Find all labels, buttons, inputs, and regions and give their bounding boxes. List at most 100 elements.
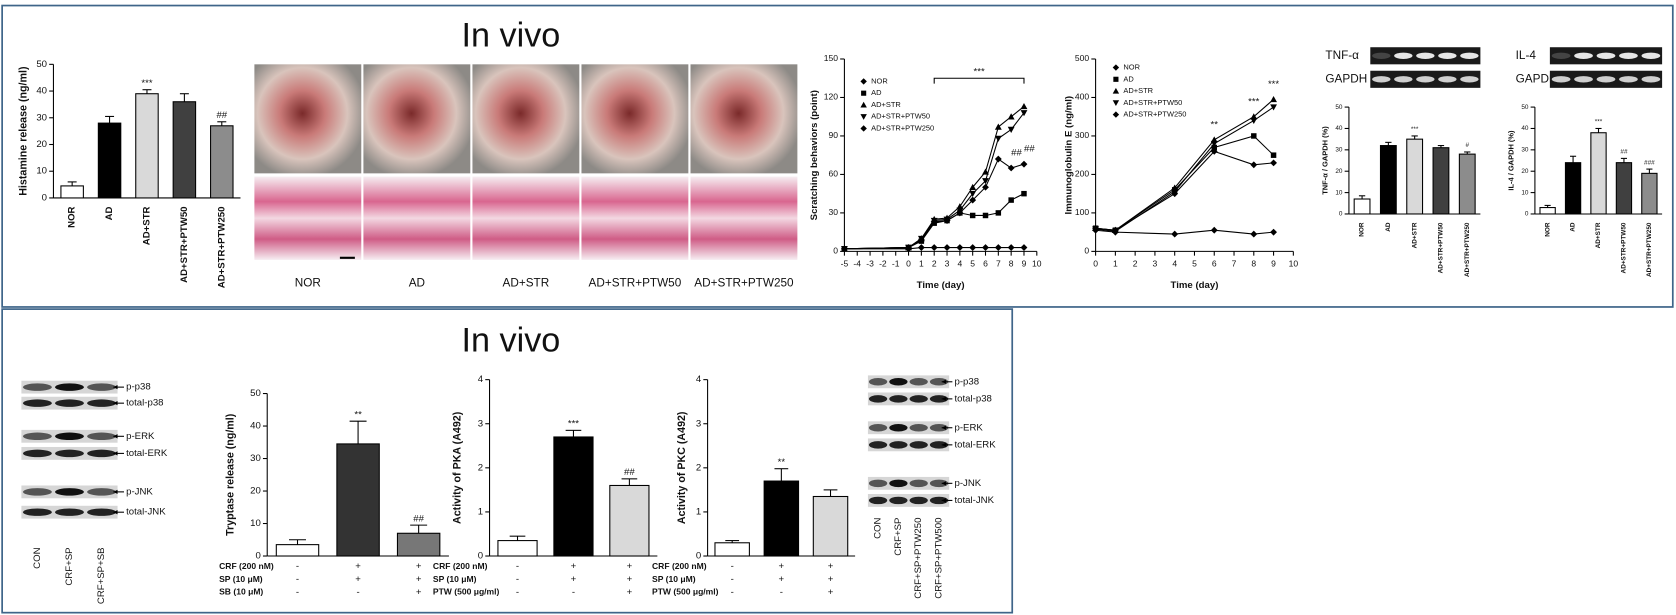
blot-label: IL-4: [1516, 49, 1537, 62]
blot-band: [1574, 52, 1593, 59]
y-tick-label: 0: [42, 192, 47, 203]
bar: [1564, 162, 1582, 215]
blot-band: [929, 395, 949, 403]
condition-mark: +: [355, 574, 361, 585]
y-tick-label: 150: [824, 53, 839, 63]
bracket: [933, 77, 1025, 84]
legend-label: NOR: [1123, 63, 1140, 72]
condition-label: CRF (200 nM): [652, 561, 707, 571]
blot-band: [1372, 76, 1391, 83]
blot-band: [1619, 52, 1638, 59]
legend-label: AD+STR+PTW250: [871, 123, 934, 132]
annotation: ***: [1248, 96, 1259, 107]
x-tick-label: AD+STR+PTW250: [216, 206, 227, 288]
data-point: [1270, 95, 1277, 103]
heading: In vivo: [462, 321, 561, 359]
condition-mark: +: [627, 574, 633, 585]
blot-strip: [867, 494, 950, 507]
y-tick-label: 3: [478, 418, 483, 429]
data-point: [1007, 113, 1015, 120]
blot-band: [87, 449, 116, 458]
annotation: ***: [1268, 79, 1279, 90]
blot-band: [1416, 52, 1435, 59]
y-tick-label: 20: [250, 486, 261, 497]
condition-mark: -: [731, 574, 734, 585]
x-tick-label: 7: [1232, 258, 1237, 268]
data-point: [982, 178, 989, 185]
top-panel-frame: [1, 4, 1674, 308]
y-tick-label: 500: [1075, 53, 1090, 63]
condition-mark: +: [416, 574, 422, 585]
x-tick-label: -1: [892, 258, 900, 268]
blot-band: [1394, 52, 1413, 59]
data-point: [994, 155, 1002, 163]
bar: [1406, 138, 1424, 215]
blot-band: [929, 496, 949, 505]
legend-marker: [1112, 100, 1120, 107]
y-tick-label: 30: [1335, 147, 1343, 154]
y-tick-label: 40: [36, 86, 47, 97]
blot-band: [868, 395, 888, 403]
blot-band: [1438, 52, 1457, 59]
series-line: [844, 158, 1025, 250]
annotation: ***: [973, 66, 984, 77]
arrow-head: [113, 401, 118, 406]
condition-label: SP (10 μM): [219, 574, 263, 584]
x-tick-label: 3: [945, 258, 950, 268]
histology-photo: [581, 176, 689, 260]
blot-band: [909, 424, 928, 432]
condition-mark: +: [627, 561, 633, 572]
x-tick-label: -2: [879, 258, 887, 268]
x-tick-label: 6: [983, 258, 988, 268]
data-point: [917, 244, 925, 251]
blot-band: [87, 383, 116, 391]
y-tick-label: 0: [1525, 211, 1529, 218]
data-point: [1250, 230, 1258, 238]
data-point: [1210, 140, 1218, 148]
x-axis-label: Time (day): [917, 280, 965, 291]
x-tick-label: 5: [970, 258, 975, 268]
bar: [336, 443, 380, 557]
y-tick-label: 3: [696, 418, 701, 429]
blot-band: [909, 479, 928, 488]
arrow-head: [113, 384, 118, 390]
y-tick-label: 0: [1084, 246, 1089, 256]
blot-band: [909, 378, 928, 386]
bar: [609, 484, 650, 557]
legend-marker: [861, 90, 867, 96]
bar: [275, 544, 320, 557]
y-tick-label: 30: [828, 207, 838, 217]
data-point: [994, 123, 1002, 130]
blot-band: [909, 496, 928, 505]
blot-band: [909, 441, 928, 449]
blot-band: [22, 488, 52, 496]
x-tick-label: 9: [1271, 258, 1276, 268]
blot-band: [22, 399, 52, 407]
y-tick-label: 30: [1521, 147, 1529, 154]
blot-band: [22, 508, 52, 516]
condition-mark: -: [296, 587, 299, 598]
data-point: [1171, 190, 1179, 198]
condition-mark: -: [356, 587, 359, 598]
bar: [210, 125, 234, 199]
x-tick-label: 10: [1032, 258, 1042, 268]
data-point: [1111, 226, 1119, 234]
annotation: ***: [1411, 126, 1419, 133]
condition-mark: -: [731, 561, 734, 572]
data-point: [969, 196, 977, 204]
y-tick-label: 90: [828, 130, 838, 140]
blot-band: [1460, 52, 1479, 59]
chart-layer: NOR AD AD+STR AD+STR+PTW50 AD+STR+PTW250 p-p3…: [17, 47, 1663, 604]
bar: [1458, 153, 1476, 215]
data-point: [1270, 228, 1277, 236]
blot-band: [889, 424, 908, 432]
photo-label: AD+STR+PTW250: [694, 277, 794, 290]
protein-label: p-p38: [955, 376, 980, 387]
condition-mark: +: [828, 574, 834, 585]
blot-band: [889, 378, 908, 386]
x-tick-label: AD: [104, 206, 115, 220]
blot-strip: [867, 438, 950, 452]
data-point: [1020, 110, 1028, 117]
y-axis-label: Immunoglobulin E (ng/ml): [1063, 96, 1074, 215]
data-point: [956, 209, 964, 217]
